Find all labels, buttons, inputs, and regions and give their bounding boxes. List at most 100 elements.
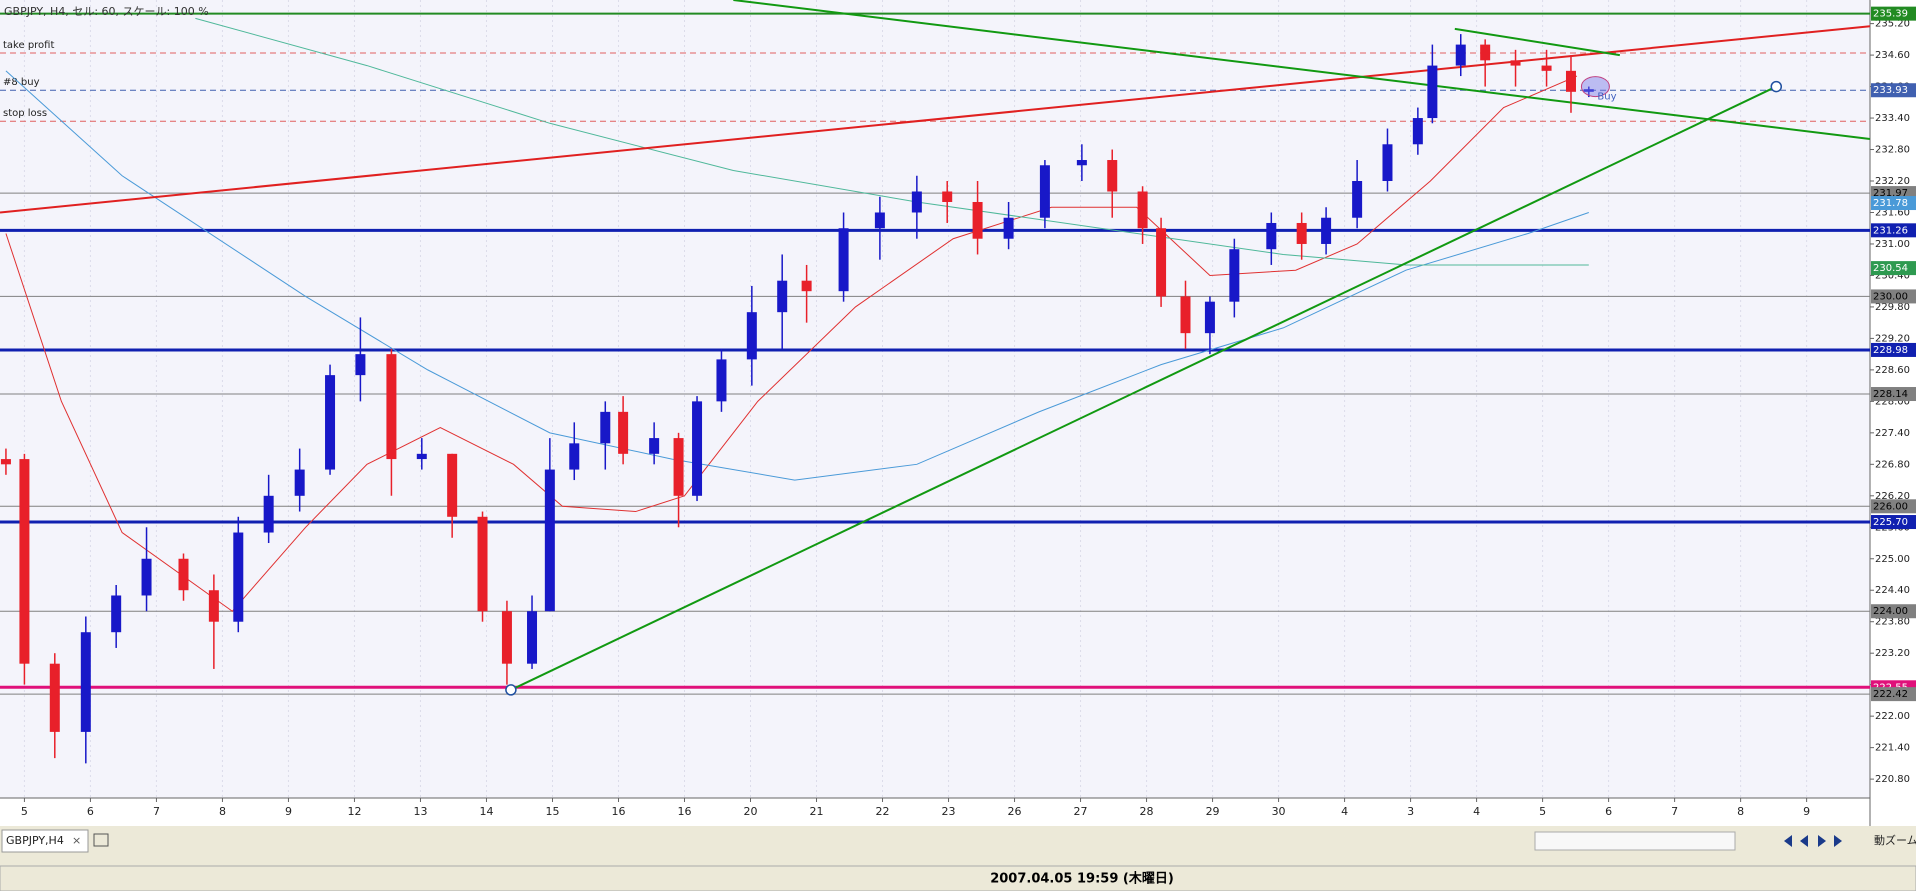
candle-body xyxy=(673,438,684,496)
candle-body xyxy=(1229,249,1240,302)
price-box: 222.42 xyxy=(1871,687,1916,702)
price-box: 233.93 xyxy=(1871,83,1916,98)
y-tick-label: 220.80 xyxy=(1875,774,1910,785)
x-tick-label: 6 xyxy=(1605,805,1612,818)
x-tick-label: 4 xyxy=(1341,805,1348,818)
candle-body xyxy=(263,495,274,533)
price-box-label: 230.54 xyxy=(1873,263,1908,274)
y-tick-label: 234.60 xyxy=(1875,50,1910,61)
moving-average xyxy=(5,70,1589,481)
tab-close[interactable]: × xyxy=(72,834,81,847)
candle-body xyxy=(1296,222,1307,244)
candle-body xyxy=(600,411,611,444)
candle-body xyxy=(716,359,727,402)
candle-body xyxy=(477,516,488,612)
candle-body xyxy=(1204,301,1215,334)
price-box-bg xyxy=(1871,387,1916,402)
candle-body xyxy=(544,469,555,612)
x-tick-label: 7 xyxy=(153,805,160,818)
nav-prev[interactable] xyxy=(1800,835,1808,847)
price-box-bg xyxy=(1871,223,1916,238)
x-tick-label: 14 xyxy=(479,805,493,818)
buy-marker xyxy=(1580,76,1610,98)
scroll-field[interactable] xyxy=(1534,831,1736,851)
candle-body xyxy=(386,354,397,460)
y-tick-label: 232.20 xyxy=(1875,176,1910,187)
candle-body xyxy=(49,663,60,732)
candle-body xyxy=(1266,222,1277,250)
candle-body xyxy=(1412,118,1423,145)
price-box-bg xyxy=(1871,515,1916,530)
x-tick-label: 4 xyxy=(1473,805,1480,818)
price-box-bg xyxy=(1871,604,1916,619)
y-tick-label: 235.20 xyxy=(1875,19,1910,30)
buy-label: Buy xyxy=(1597,92,1616,103)
window-icon[interactable] xyxy=(93,833,109,847)
tab[interactable] xyxy=(1,829,89,853)
y-tick-label: 226.20 xyxy=(1875,491,1910,502)
y-tick-label: 233.40 xyxy=(1875,113,1910,124)
x-tick-label: 6 xyxy=(87,805,94,818)
candle-body xyxy=(1137,191,1148,229)
candle-body xyxy=(801,280,812,292)
x-tick-label: 9 xyxy=(285,805,292,818)
candle-body xyxy=(777,280,788,313)
y-tick-label: 227.40 xyxy=(1875,428,1910,439)
price-box: 230.00 xyxy=(1871,289,1916,304)
price-box-label: 231.97 xyxy=(1873,188,1908,199)
candle-body xyxy=(569,443,580,470)
zoom-label[interactable]: 動ズーム xyxy=(1874,833,1916,847)
candle-body xyxy=(178,558,189,591)
candle-body xyxy=(19,459,30,664)
status-time: 2007.04.05 19:59 (木曜日) xyxy=(990,871,1174,887)
x-tick-label: 16 xyxy=(611,805,625,818)
price-box-bg xyxy=(1871,289,1916,304)
y-tick-label: 231.00 xyxy=(1875,239,1910,250)
candle-body xyxy=(501,611,512,664)
price-box-label: 226.00 xyxy=(1873,501,1908,512)
candle-body xyxy=(1003,217,1014,239)
y-tick-label: 230.40 xyxy=(1875,270,1910,281)
tab-label[interactable]: GBPJPY,H4 xyxy=(6,834,64,847)
y-tick-label: 224.40 xyxy=(1875,585,1910,596)
x-tick-label: 16 xyxy=(678,805,692,818)
price-box-bg xyxy=(1871,499,1916,514)
price-box-bg xyxy=(1871,83,1916,98)
nav-buttons[interactable] xyxy=(1784,835,1842,847)
x-tick-label: 8 xyxy=(1737,805,1744,818)
x-tick-label: 26 xyxy=(1008,805,1022,818)
candle-body xyxy=(447,453,458,517)
price-box-label: 233.93 xyxy=(1873,85,1908,96)
price-box-label: 230.00 xyxy=(1873,291,1908,302)
price-box-bg xyxy=(1871,261,1916,276)
nav-next[interactable] xyxy=(1818,835,1826,847)
candle-body xyxy=(649,438,660,454)
price-box-bg xyxy=(1871,196,1916,211)
price-box: 230.54 xyxy=(1871,261,1916,276)
price-box-label: 231.26 xyxy=(1873,225,1908,236)
level-name: take profit xyxy=(3,40,54,51)
candle-body xyxy=(355,354,366,376)
y-tick-label: 228.00 xyxy=(1875,396,1910,407)
price-box-label: 222.42 xyxy=(1873,689,1908,700)
trendline xyxy=(1454,27,1620,57)
candle-body xyxy=(1455,44,1466,66)
x-tick-label: 5 xyxy=(21,805,28,818)
x-tick-label: 28 xyxy=(1140,805,1154,818)
candle-body xyxy=(1076,160,1087,166)
price-box-bg xyxy=(1871,342,1916,357)
candle-body xyxy=(1321,217,1332,244)
price-box: 228.98 xyxy=(1871,342,1916,357)
plot: 5 6 7 8 9 12 13 14 15 16 16 20 21 22 23 26 27 28 29 30 4 3 4 5 6… xyxy=(0,0,1910,818)
y-tick-label: 228.60 xyxy=(1875,365,1910,376)
x-tick-label: 7 xyxy=(1671,805,1678,818)
candle-body xyxy=(692,401,703,496)
nav-last[interactable] xyxy=(1834,835,1842,847)
candle-body xyxy=(527,611,538,664)
price-box-label: 235.39 xyxy=(1873,9,1908,20)
nav-first[interactable] xyxy=(1784,835,1792,847)
candle-body xyxy=(1510,60,1521,66)
candle-body xyxy=(294,469,305,496)
candle-body xyxy=(141,558,152,596)
